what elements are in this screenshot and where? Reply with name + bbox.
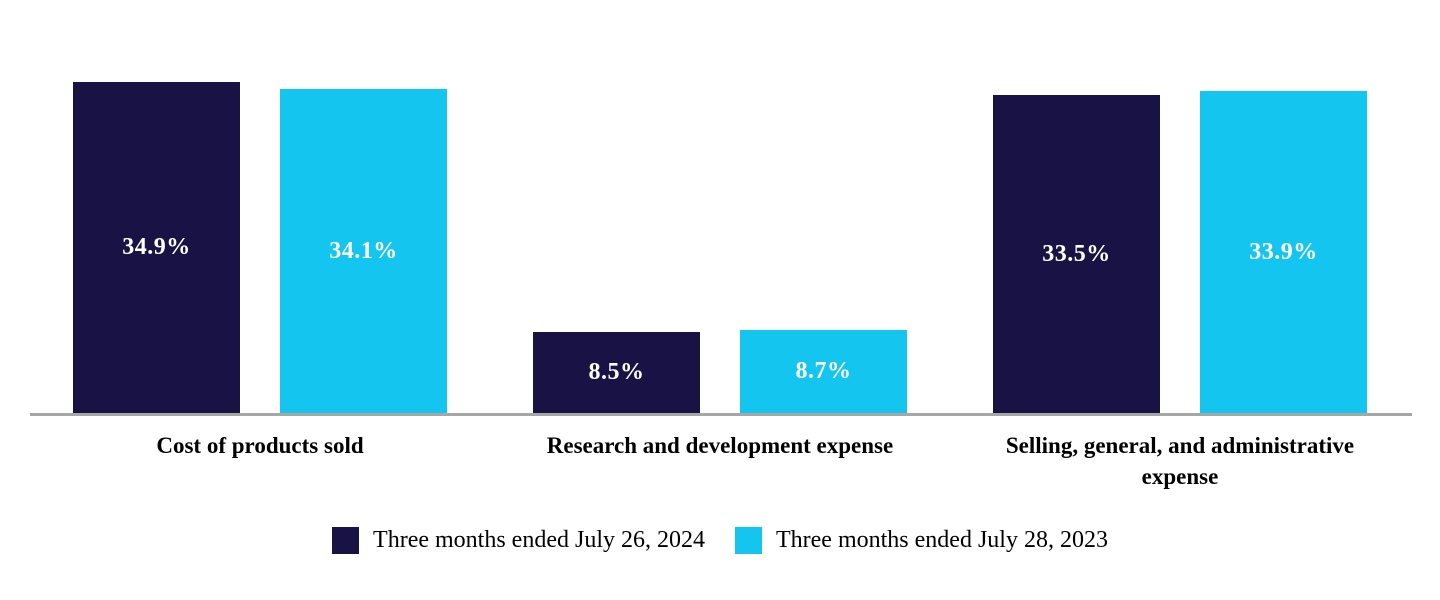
legend-swatch-icon <box>332 527 360 554</box>
bar-three-months-ended-july-28-2023-selling-general-and-administrative-expen: 33.9% <box>1200 91 1367 413</box>
bar-value-label: 33.5% <box>1042 240 1111 267</box>
legend-label: Three months ended July 28, 2023 <box>776 527 1108 553</box>
bar-three-months-ended-july-26-2024-selling-general-and-administrative-expen: 33.5% <box>993 95 1160 413</box>
legend-swatch-icon <box>735 527 762 554</box>
bar-value-label: 34.1% <box>329 237 398 264</box>
category-label-research-and-development-expense: Research and development expense <box>546 433 894 458</box>
bar-three-months-ended-july-28-2023-research-and-development-expense: 8.7% <box>740 330 907 413</box>
bar-three-months-ended-july-26-2024-research-and-development-expense: 8.5% <box>533 332 700 413</box>
bar-value-label: 8.5% <box>588 359 645 385</box>
bar-three-months-ended-july-28-2023-cost-of-products-sold: 34.1% <box>280 89 447 413</box>
legend-label: Three months ended July 26, 2024 <box>373 527 705 553</box>
bar-three-months-ended-july-26-2024-cost-of-products-sold: 34.9% <box>73 82 240 413</box>
legend-entry-three-months-ended-july-28-2023: Three months ended July 28, 2023 <box>735 527 1108 554</box>
legend: Three months ended July 26, 2024 Three mo… <box>0 527 1440 554</box>
bar-value-label: 8.7% <box>795 358 852 384</box>
bar-value-label: 34.9% <box>122 234 191 260</box>
category-label-cost-of-products-sold: Cost of products sold <box>156 433 364 458</box>
bar-value-label: 33.9% <box>1249 238 1318 265</box>
legend-entry-three-months-ended-july-26-2024: Three months ended July 26, 2024 <box>332 527 705 554</box>
category-label-selling-general-and-administrative-expen: Selling, general, and administrative exp… <box>1005 433 1355 490</box>
x-axis-line <box>30 413 1412 416</box>
